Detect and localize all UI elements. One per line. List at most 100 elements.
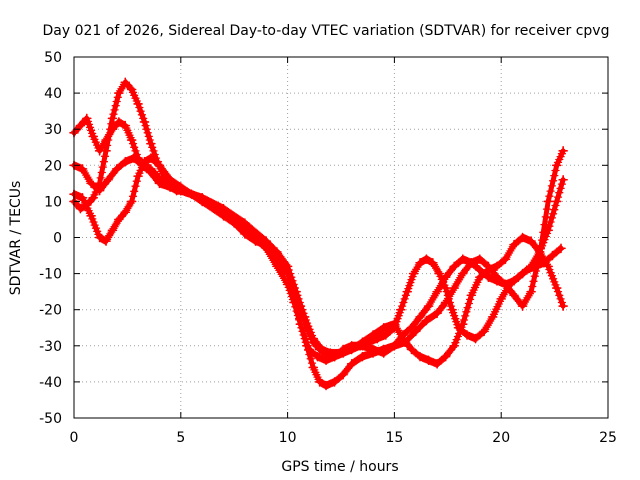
- data-point: [398, 333, 408, 344]
- chart-title: Day 021 of 2026, Sidereal Day-to-day VTE…: [43, 23, 610, 39]
- data-point: [107, 124, 118, 134]
- data-point: [396, 304, 406, 315]
- data-point: [558, 174, 568, 185]
- data-point: [77, 164, 88, 174]
- data-point: [146, 153, 156, 163]
- data-point: [272, 261, 282, 272]
- data-point: [434, 268, 445, 279]
- data-point: [272, 247, 282, 257]
- data-point: [378, 348, 389, 358]
- data-point: [372, 333, 383, 344]
- data-point: [410, 326, 421, 337]
- data-point: [86, 178, 96, 189]
- x-tick-label: 20: [492, 430, 510, 446]
- data-point: [556, 243, 566, 254]
- y-tick-label: -50: [39, 411, 62, 427]
- data-point: [346, 359, 357, 369]
- x-tick-label: 5: [176, 430, 185, 446]
- data-point: [440, 297, 451, 308]
- data-point: [440, 272, 451, 283]
- data-point: [449, 261, 460, 272]
- data-point: [462, 330, 472, 340]
- data-point: [447, 304, 457, 315]
- data-point: [346, 344, 357, 355]
- data-point: [389, 341, 400, 351]
- series-line: [71, 79, 564, 360]
- data-point: [543, 225, 553, 236]
- data-point: [321, 355, 331, 366]
- x-tick-label: 15: [385, 430, 403, 446]
- y-tick-label: -20: [39, 303, 62, 319]
- y-tick-label: 20: [44, 158, 62, 174]
- data-point: [94, 146, 105, 156]
- x-tick-label: 25: [599, 430, 617, 446]
- data-point: [368, 330, 378, 340]
- series-line: [71, 155, 566, 363]
- data-point: [336, 348, 346, 358]
- data-point: [492, 276, 502, 286]
- data-point: [466, 290, 477, 301]
- data-point: [88, 192, 99, 203]
- y-tick-label: 30: [44, 122, 62, 138]
- data-point: [551, 283, 562, 293]
- data-point: [423, 355, 434, 366]
- data-point: [75, 120, 86, 131]
- data-point: [308, 362, 319, 373]
- data-point: [449, 283, 460, 293]
- data-point: [558, 301, 568, 311]
- data-point: [457, 319, 468, 329]
- data-point: [129, 153, 139, 163]
- data-point: [82, 113, 92, 124]
- data-point: [408, 268, 419, 279]
- data-point: [261, 236, 272, 246]
- y-tick-label: 10: [44, 194, 62, 210]
- data-point: [509, 290, 519, 301]
- data-point: [526, 236, 536, 246]
- series-s1: [69, 77, 566, 362]
- data-point: [218, 203, 229, 214]
- series-markers: [69, 153, 568, 365]
- data-point: [146, 167, 156, 178]
- data-point: [517, 301, 528, 311]
- data-point: [509, 276, 519, 286]
- y-tick-label: -30: [39, 339, 62, 355]
- data-point: [88, 131, 99, 142]
- data-point: [509, 239, 519, 250]
- x-tick-label: 0: [70, 430, 79, 446]
- data-point: [139, 117, 150, 127]
- y-axis-label: SDTVAR / TECUs: [8, 181, 24, 296]
- data-point: [475, 272, 485, 283]
- data-point: [415, 312, 425, 322]
- data-point: [321, 380, 331, 391]
- data-point: [176, 185, 186, 196]
- data-point: [432, 286, 442, 297]
- data-point: [517, 268, 528, 279]
- data-point: [526, 261, 536, 272]
- data-point: [312, 351, 323, 362]
- data-point: [378, 322, 389, 333]
- data-point: [449, 341, 460, 351]
- data-point: [314, 377, 325, 387]
- series-s4: [69, 153, 568, 369]
- data-point: [146, 138, 156, 149]
- data-point: [500, 254, 511, 264]
- data-point: [165, 182, 175, 192]
- data-point: [291, 286, 301, 297]
- x-tick-label: 10: [279, 430, 297, 446]
- data-point: [120, 120, 131, 131]
- y-tick-label: 0: [53, 231, 62, 247]
- data-point: [389, 319, 400, 329]
- data-point: [421, 315, 432, 326]
- data-point: [197, 192, 207, 203]
- data-point: [338, 369, 348, 380]
- data-point: [492, 261, 502, 272]
- series-s3: [69, 153, 568, 366]
- data-point: [470, 333, 481, 344]
- data-point: [86, 211, 96, 221]
- y-tick-label: -40: [39, 375, 62, 391]
- data-point: [402, 286, 413, 297]
- data-point: [133, 171, 143, 181]
- data-point: [487, 312, 498, 322]
- data-point: [120, 207, 131, 218]
